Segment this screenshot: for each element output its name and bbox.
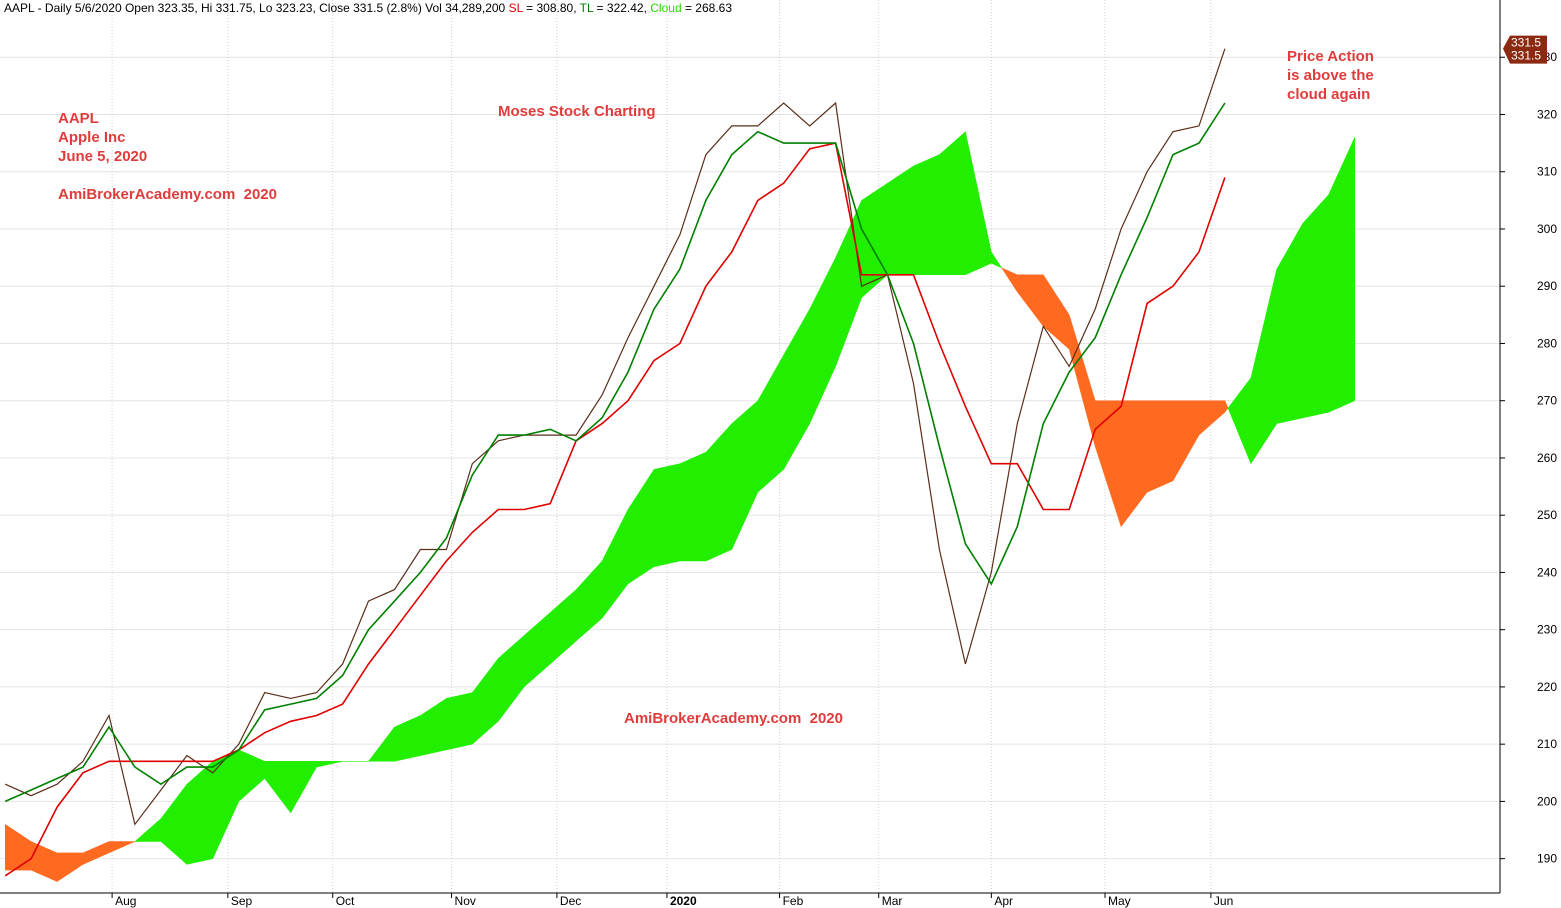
series-line: [4, 102, 1226, 803]
header-part: = 308.80,: [523, 1, 580, 15]
header-part: TL: [580, 1, 594, 15]
cloud-segment: [913, 154, 940, 276]
annotation: cloud again: [1287, 86, 1370, 103]
y-tick-label: 300: [1537, 222, 1557, 236]
cloud-segment: [1302, 193, 1329, 419]
y-tick-label: 220: [1537, 680, 1557, 694]
y-tick-label: 210: [1537, 737, 1557, 751]
x-tick-label: Nov: [455, 894, 476, 908]
cloud-segment: [1224, 400, 1229, 413]
cloud-segment: [1146, 400, 1174, 493]
price-label: 331.5: [1511, 36, 1541, 50]
cloud-segment: [991, 251, 1003, 269]
cloud-segment: [316, 761, 343, 768]
cloud-segment: [1328, 137, 1355, 413]
series-line: [4, 48, 1226, 826]
annotation: Moses Stock Charting: [498, 103, 656, 120]
header: AAPL - Daily 5/6/2020 Open 323.35, Hi 33…: [4, 1, 732, 15]
y-tick-label: 240: [1537, 565, 1557, 579]
y-tick-label: 280: [1537, 336, 1557, 350]
cloud-segment: [446, 692, 473, 751]
cloud-segment: [887, 165, 914, 276]
annotation: AmiBrokerAcademy.com 2020: [624, 710, 843, 727]
x-tick-label: Apr: [994, 894, 1013, 908]
x-tick-label: Mar: [882, 894, 903, 908]
x-tick-label: Dec: [560, 894, 581, 908]
price-label: 331.5: [1511, 49, 1541, 63]
x-tick-label: Aug: [115, 894, 136, 908]
y-tick-label: 190: [1537, 852, 1557, 866]
annotation: AAPL: [58, 110, 99, 127]
y-tick-label: 260: [1537, 451, 1557, 465]
annotation: AmiBrokerAcademy.com 2020: [58, 186, 277, 203]
header-part: = 322.42,: [593, 1, 650, 15]
annotation: June 5, 2020: [58, 148, 147, 165]
price-marker: [1503, 35, 1547, 64]
x-tick-label: May: [1108, 894, 1131, 908]
x-tick-label: 2020: [670, 894, 697, 908]
y-tick-label: 320: [1537, 107, 1557, 121]
x-tick-label: Sep: [231, 894, 253, 908]
header-part: AAPL - Daily 5/6/2020 Open 323.35, Hi 33…: [4, 1, 509, 15]
header-part: = 268.63: [682, 1, 733, 15]
series-line: [4, 142, 1226, 877]
header-part: SL: [509, 1, 524, 15]
cloud: [4, 131, 1355, 883]
annotation: Apple Inc: [58, 129, 126, 146]
cloud-segment: [679, 451, 707, 562]
labels: AAPL - Daily 5/6/2020 Open 323.35, Hi 33…: [4, 1, 1557, 908]
lines: [4, 48, 1226, 877]
cloud-segment: [939, 131, 966, 276]
y-tick-label: 290: [1537, 279, 1557, 293]
x-tick-label: Oct: [336, 894, 355, 908]
y-tick-label: 230: [1537, 623, 1557, 637]
x-tick-label: Jun: [1214, 894, 1233, 908]
x-tick-label: Feb: [783, 894, 804, 908]
annotation: is above the: [1287, 67, 1374, 84]
y-tick-label: 310: [1537, 165, 1557, 179]
annotation: Price Action: [1287, 48, 1374, 65]
y-tick-label: 200: [1537, 794, 1557, 808]
y-tick-label: 270: [1537, 394, 1557, 408]
header-part: Cloud: [650, 1, 681, 15]
cloud-segment: [108, 841, 136, 854]
y-tick-label: 250: [1537, 508, 1557, 522]
cloud-segment: [653, 463, 681, 568]
